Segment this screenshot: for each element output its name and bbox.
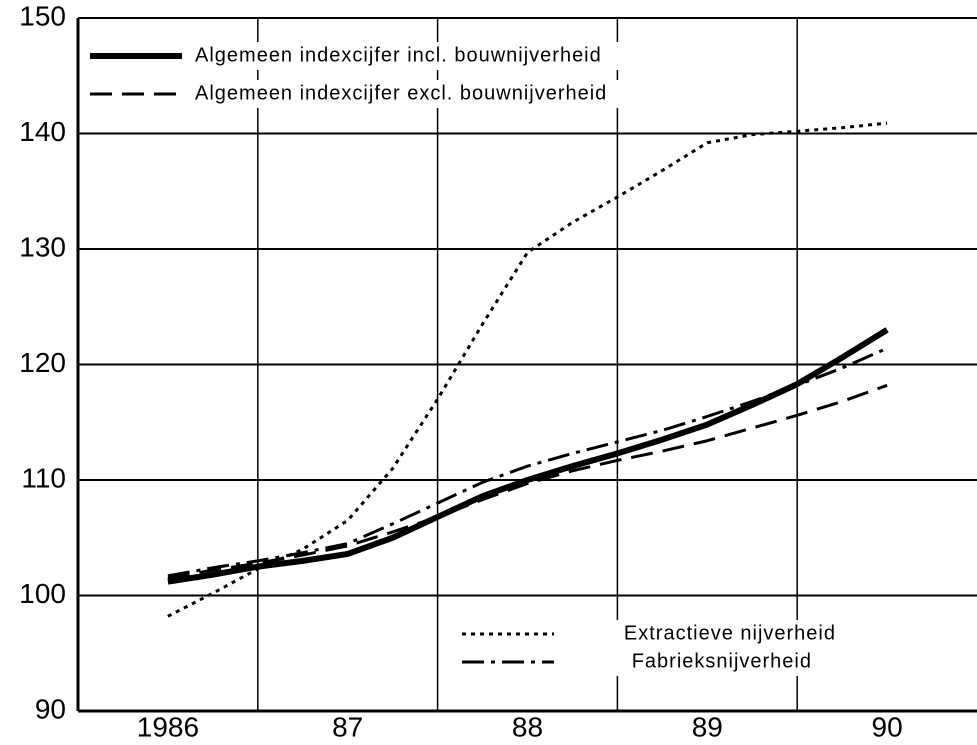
legend-bg [84, 80, 714, 108]
x-tick-label: 87 [332, 711, 363, 742]
y-tick-label: 140 [19, 116, 66, 147]
legend-label: Algemeen indexcijfer excl. bouwnijverhei… [195, 82, 607, 104]
line-series [167, 327, 889, 585]
y-tick-label: 110 [21, 462, 66, 493]
legend-label: Extractieve nijverheid [624, 622, 836, 644]
y-tick-label: 150 [19, 0, 66, 31]
legend-label: Algemeen indexcijfer incl. bouwnijverhei… [195, 44, 602, 66]
x-tick-label: 90 [872, 711, 903, 742]
legend-label: Fabrieksnijverheid [632, 650, 812, 672]
x-tick-label: 88 [512, 711, 543, 742]
legend-bg [456, 620, 841, 648]
line-series [167, 346, 888, 578]
y-tick-label: 90 [35, 693, 66, 724]
y-tick-label: 100 [19, 578, 66, 609]
x-tick-label: 1986 [137, 711, 199, 742]
y-tick-label: 120 [19, 347, 66, 378]
y-tick-label: 130 [19, 231, 66, 262]
line-series [167, 121, 888, 618]
legend-bg [84, 42, 714, 70]
line-series [167, 383, 888, 580]
x-tick-label: 89 [692, 711, 723, 742]
